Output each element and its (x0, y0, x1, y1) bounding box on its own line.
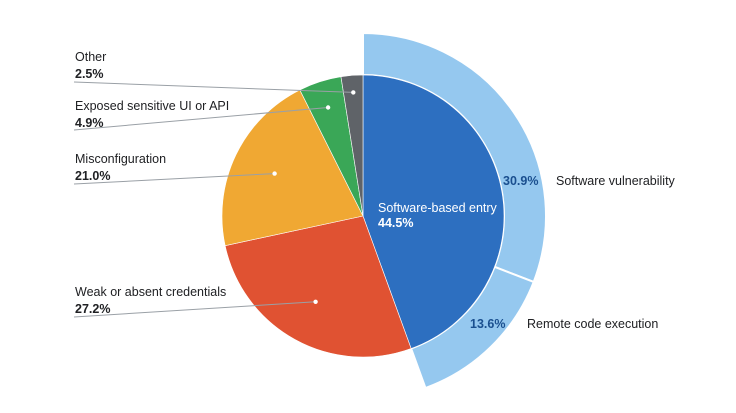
ring-label-remote-code-execution: Remote code execution (527, 317, 658, 331)
slice-label-software-based-entry: Software-based entry (378, 201, 498, 215)
leader-line-weak-or-absent-credentials (73, 301, 316, 318)
ring-value-remote-code-execution: 13.6% (470, 317, 505, 331)
slice-value-exposed-sensitive-ui-or-api: 4.9% (75, 116, 104, 130)
leader-dot-misconfiguration (272, 171, 277, 176)
leader-dot-other (351, 90, 356, 95)
leader-line-misconfiguration (73, 173, 275, 185)
slice-value-misconfiguration: 21.0% (75, 169, 110, 183)
leader-line-other (73, 81, 354, 93)
slice-value-weak-or-absent-credentials: 27.2% (75, 302, 110, 316)
pie-slice-weak-or-absent-credentials (224, 215, 412, 358)
slice-label-misconfiguration: Misconfiguration (75, 152, 166, 166)
ring-label-software-vulnerability: Software vulnerability (556, 174, 676, 188)
slice-label-exposed-sensitive-ui-or-api: Exposed sensitive UI or API (75, 99, 229, 113)
slice-value-software-based-entry: 44.5% (378, 216, 413, 230)
leader-lines (73, 81, 356, 318)
slice-label-weak-or-absent-credentials: Weak or absent credentials (75, 285, 226, 299)
leader-dot-exposed-sensitive-ui-or-api (325, 105, 331, 110)
pie-slice-software-based-entry (362, 74, 505, 349)
slice-value-other: 2.5% (75, 67, 104, 81)
leader-dot-weak-or-absent-credentials (313, 299, 318, 304)
pie-slice-misconfiguration (221, 89, 364, 247)
pie-slice-other (340, 74, 364, 217)
ring-value-software-vulnerability: 30.9% (503, 174, 538, 188)
slice-label-other: Other (75, 50, 106, 64)
leader-line-exposed-sensitive-ui-or-api (73, 107, 329, 131)
inner-pie (221, 74, 505, 358)
